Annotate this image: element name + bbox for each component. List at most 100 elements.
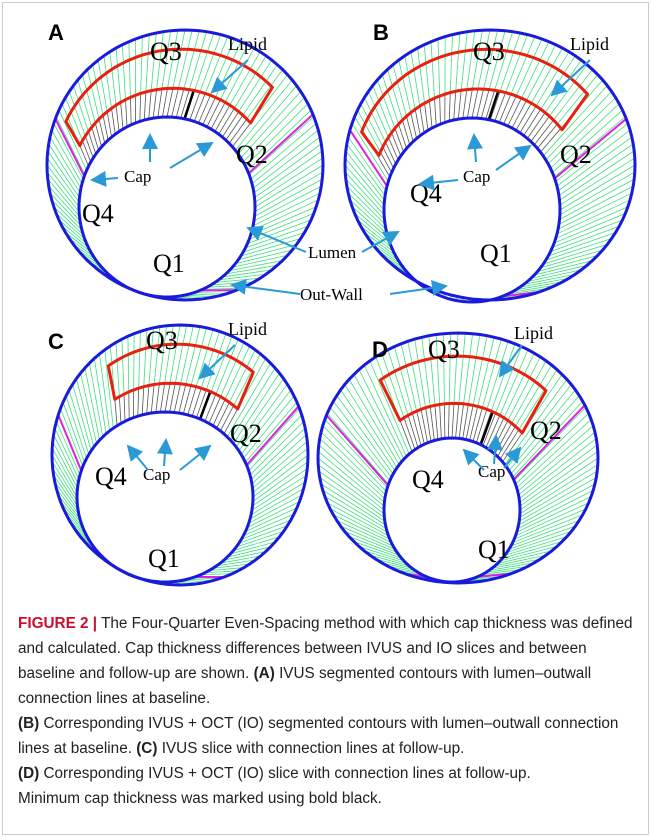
connection-line	[140, 93, 141, 121]
quarter-line	[350, 130, 387, 186]
connection-line	[119, 397, 121, 424]
quarter-label: Q3	[150, 37, 182, 66]
connection-line	[192, 388, 201, 416]
connection-line	[452, 403, 454, 438]
connection-line	[247, 70, 283, 119]
connection-line	[162, 88, 167, 117]
connection-line	[199, 95, 211, 123]
connection-line	[499, 94, 511, 122]
connection-line	[458, 90, 461, 119]
connection-line	[448, 403, 449, 438]
page: AQ1Q2Q3Q4LipidCapBQ1Q2Q3Q4LipidCapCQ1Q2Q…	[0, 0, 651, 837]
connection-line	[444, 404, 445, 439]
arrow	[232, 285, 300, 294]
connection-line	[253, 448, 308, 492]
connection-line	[80, 146, 89, 167]
connection-line	[508, 98, 522, 126]
connection-line	[461, 32, 467, 91]
connection-line	[153, 90, 156, 119]
arrow	[474, 135, 476, 162]
connection-line	[560, 179, 635, 220]
connection-line	[431, 42, 434, 98]
connection-line	[221, 342, 244, 396]
connection-line	[149, 91, 152, 119]
lipid-label: Lipid	[514, 323, 553, 343]
quarter-label: Q4	[95, 462, 127, 491]
connection-line	[125, 100, 127, 127]
connection-line	[122, 339, 124, 394]
connection-line	[129, 42, 131, 98]
connection-line	[450, 35, 452, 93]
connection-line	[121, 102, 123, 129]
connection-line	[545, 60, 581, 113]
connection-line	[500, 350, 528, 416]
connection-line	[348, 137, 386, 191]
connection-line	[139, 331, 141, 388]
min-cap-line	[185, 90, 194, 118]
connection-line	[87, 70, 99, 119]
connection-line	[138, 388, 139, 416]
connection-line	[415, 339, 426, 408]
quarter-label: Q1	[148, 544, 180, 573]
connection-line	[211, 102, 225, 129]
connection-line	[217, 402, 230, 428]
connection-line	[128, 336, 129, 392]
connection-line	[472, 89, 478, 118]
cap-label: Cap	[478, 462, 505, 481]
connection-line	[181, 326, 194, 384]
connection-line	[116, 48, 121, 102]
connection-line	[124, 394, 125, 421]
cap-label: Cap	[463, 167, 490, 186]
connection-line	[380, 152, 391, 173]
quarter-label: Q4	[412, 465, 444, 494]
arrow	[164, 440, 166, 466]
arrow	[212, 60, 248, 92]
caption-text: Corresponding IVUS + OCT (IO) slice with…	[44, 765, 531, 782]
connection-line	[449, 93, 450, 122]
connection-line	[85, 136, 93, 158]
connection-line	[151, 385, 154, 414]
connection-line	[213, 399, 225, 425]
quarter-label: Q3	[473, 37, 505, 66]
connection-line	[165, 383, 170, 412]
connection-line	[470, 406, 478, 440]
connection-line	[93, 65, 103, 116]
connection-line	[395, 128, 404, 152]
connection-line	[521, 42, 549, 98]
caption-label: FIGURE 2 |	[18, 615, 97, 632]
connection-line	[207, 100, 220, 127]
connection-line	[88, 132, 95, 155]
caption-tag: (C)	[136, 740, 157, 757]
arrow	[464, 450, 484, 470]
caption-closing: Minimum cap thickness was marked using b…	[18, 790, 382, 807]
connection-line	[144, 92, 146, 120]
connection-line	[130, 97, 131, 124]
connection-line	[399, 124, 407, 148]
connection-line	[243, 233, 304, 253]
connection-line	[496, 347, 522, 413]
quarter-label: Q2	[530, 416, 562, 445]
arrow	[496, 146, 530, 170]
connection-line	[349, 379, 399, 464]
connection-line	[388, 137, 398, 160]
caption: FIGURE 2 | The Four-Quarter Even-Spacing…	[18, 611, 634, 811]
connection-line	[167, 88, 173, 117]
connection-line	[255, 172, 323, 212]
connection-line	[424, 45, 429, 101]
quarter-line	[326, 415, 388, 485]
connection-line	[53, 441, 78, 488]
connection-line	[504, 96, 517, 124]
min-cap-line	[481, 412, 493, 445]
connection-line	[467, 89, 472, 118]
caption-tag: (D)	[18, 765, 39, 782]
connection-line	[156, 384, 160, 413]
quarter-label: Q3	[428, 335, 460, 364]
connection-line	[456, 33, 460, 91]
quarter-label: Q1	[478, 535, 510, 564]
connection-line	[186, 327, 200, 385]
connection-line	[463, 90, 467, 119]
connection-line	[456, 403, 459, 438]
caption-text: IVUS slice with connection lines at foll…	[162, 740, 465, 757]
connection-line	[184, 31, 200, 89]
connection-line	[440, 96, 441, 124]
